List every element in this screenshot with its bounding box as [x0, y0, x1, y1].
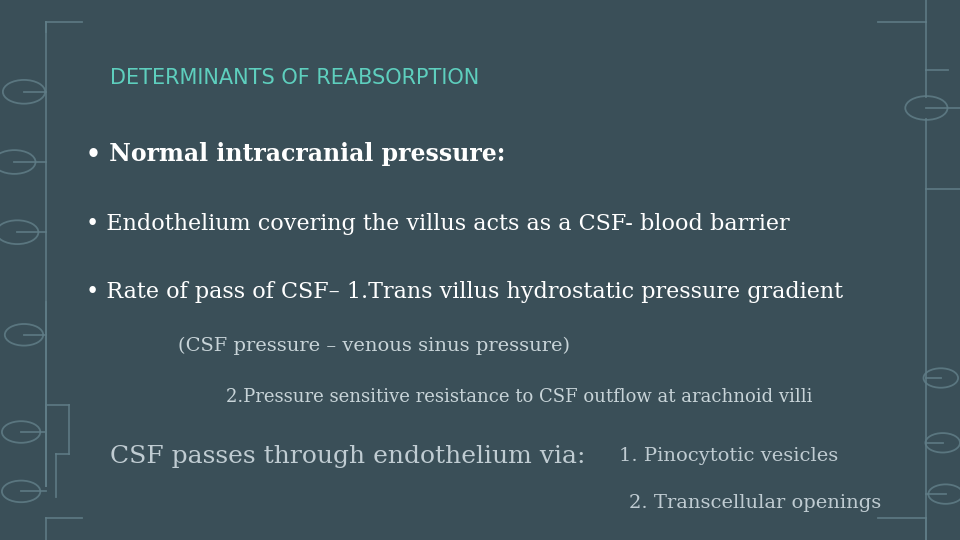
- Text: CSF passes through endothelium via:: CSF passes through endothelium via:: [110, 445, 586, 468]
- Text: DETERMINANTS OF REABSORPTION: DETERMINANTS OF REABSORPTION: [110, 68, 480, 89]
- Text: 2. Transcellular openings: 2. Transcellular openings: [629, 494, 881, 512]
- Text: • Endothelium covering the villus acts as a CSF- blood barrier: • Endothelium covering the villus acts a…: [86, 213, 790, 235]
- Text: • Normal intracranial pressure:: • Normal intracranial pressure:: [86, 142, 506, 166]
- Text: 1. Pinocytotic vesicles: 1. Pinocytotic vesicles: [619, 447, 838, 465]
- Text: 2.Pressure sensitive resistance to CSF outflow at arachnoid villi: 2.Pressure sensitive resistance to CSF o…: [226, 388, 812, 406]
- Text: • Rate of pass of CSF– 1.Trans villus hydrostatic pressure gradient: • Rate of pass of CSF– 1.Trans villus hy…: [86, 281, 844, 302]
- Text: (CSF pressure – venous sinus pressure): (CSF pressure – venous sinus pressure): [178, 336, 569, 355]
